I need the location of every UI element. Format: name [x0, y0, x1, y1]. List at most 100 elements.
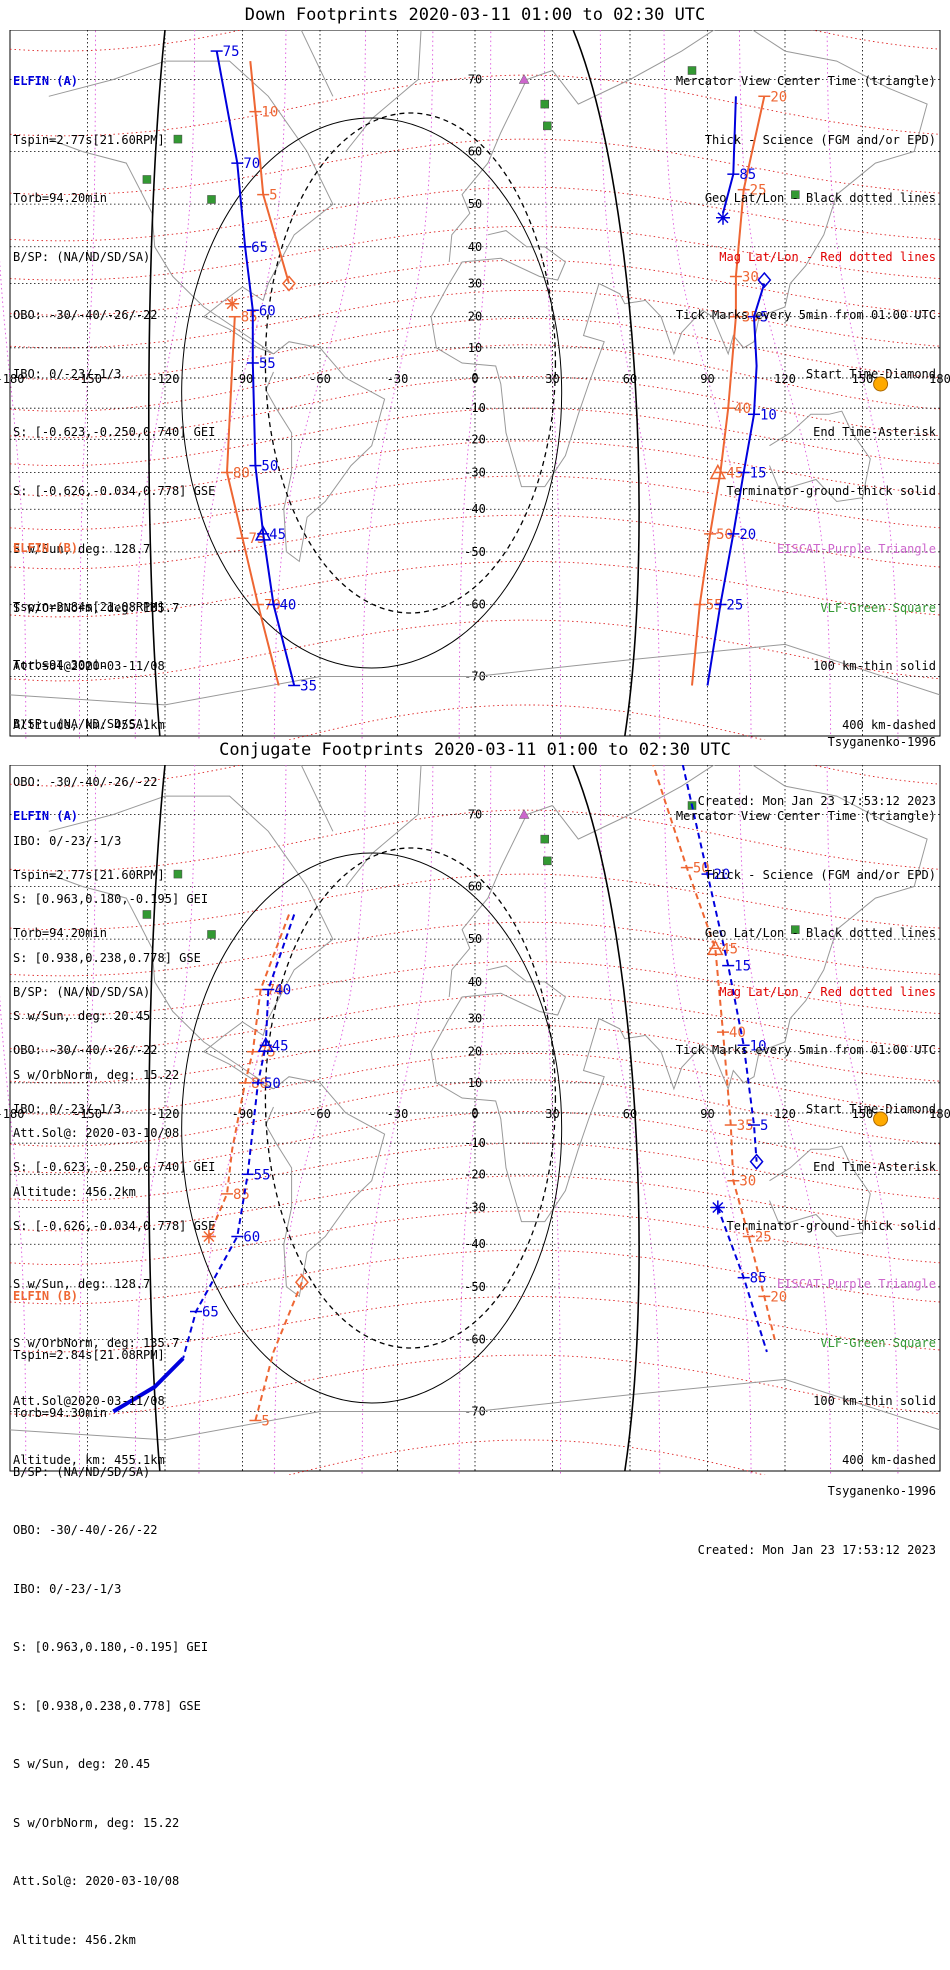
- lon-tick-label: -90: [232, 372, 254, 386]
- vlf-square: [791, 190, 800, 199]
- vlf-square: [173, 869, 183, 879]
- vlf-square: [543, 856, 552, 866]
- tick-label: 70: [267, 983, 284, 999]
- legend-item: 100 km-thin solid: [813, 659, 936, 673]
- continent-outline: [300, 30, 422, 152]
- elfin-a-info-conj: ELFIN (A) Tspin=2.77s[21.60RPM] Torb=94.…: [13, 768, 215, 1490]
- center-triangle: [254, 525, 272, 541]
- lon-tick-label: 120: [774, 1107, 796, 1121]
- lon-tick-label: 150: [852, 1107, 874, 1121]
- mag-lat-line: [9, 1024, 941, 1084]
- lat-tick-label: -60: [464, 598, 486, 612]
- created-label: Created: Mon Jan 23 17:53:12 2023: [697, 793, 936, 808]
- elfin-a-conj-track: [681, 765, 758, 1162]
- lon-tick-label: -180: [0, 1107, 24, 1121]
- tick-label: 20: [739, 527, 756, 543]
- tick-label: 10: [760, 407, 777, 423]
- mag-lon-line: [599, 765, 661, 1475]
- tick-label: 55: [254, 1167, 271, 1183]
- sun-icon: [873, 376, 889, 392]
- lat-tick-label: 70: [468, 808, 482, 822]
- lat-tick-label: -60: [464, 1333, 486, 1347]
- vlf-square: [207, 195, 216, 204]
- tick-label: 45: [269, 527, 286, 543]
- tick-label: 55: [706, 598, 723, 614]
- elfin-b-line: S w/Sun, deg: 20.45: [13, 1757, 151, 1771]
- lat-tick-label: 70: [468, 73, 482, 87]
- legend-item: Geo Lat/Lon - Black dotted lines: [704, 926, 936, 940]
- legend-item: End Time-Asterisk: [813, 425, 936, 439]
- legend-item: Start Time-Diamond: [805, 366, 936, 381]
- elfin-a-line: S: [-0.623,-0.250,0.740] GEI: [13, 1160, 216, 1174]
- elfin-a-line: S: [-0.623,-0.250,0.740] GEI: [13, 425, 216, 439]
- lon-tick-label: 30: [545, 372, 559, 386]
- legend-item: 400 km-dashed: [842, 1452, 936, 1467]
- lat-tick-label: 60: [468, 879, 482, 893]
- elfin-b-header: ELFIN (B): [13, 1289, 79, 1303]
- lon-tick-label: -180: [0, 372, 24, 386]
- elfin-a-line: Altitude, km: 455.1km: [13, 1452, 165, 1467]
- panel-title-down: Down Footprints 2020-03-11 01:00 to 02:3…: [244, 5, 706, 25]
- mag-lon-line: [134, 765, 196, 1475]
- tick-label: 40: [280, 598, 297, 614]
- mag-lat-line: [9, 186, 941, 242]
- tick-label: 60: [259, 303, 276, 319]
- elfin-a-science-track: [112, 1356, 185, 1414]
- tick-label: 20: [714, 867, 731, 883]
- lat-tick-label: 40: [468, 240, 482, 254]
- tick-label: 5: [269, 188, 277, 204]
- lon-tick-label: 90: [700, 1107, 714, 1121]
- eiscat-triangle: [518, 73, 530, 84]
- tick-label: 55: [259, 356, 276, 372]
- elfin-a-line: S w/Sun, deg: 128.7: [13, 542, 151, 556]
- mag-lat-line: [9, 407, 941, 467]
- terminator-west: [148, 30, 166, 737]
- tick-label: 50: [716, 527, 733, 543]
- center-triangle: [706, 939, 724, 956]
- lat-tick-label: 10: [468, 341, 482, 355]
- tick-label: 70: [264, 598, 281, 614]
- lat-tick-label: 50: [468, 197, 482, 211]
- continent-outline: [300, 765, 422, 887]
- legend-item: Mercator View Center Time (triangle): [675, 74, 936, 88]
- tick-label: 85: [241, 310, 258, 326]
- elfin-a-line: S w/OrbNorm, deg: 135.7: [13, 600, 180, 615]
- tick-label: 25: [750, 183, 767, 199]
- lat-tick-label: -20: [464, 1167, 486, 1181]
- start-diamond: [749, 1153, 764, 1170]
- map-down-footprints: -180 -150 -120 -90 -60 -30 0 30 60 90 120 150 180 70 6…: [0, 30, 950, 740]
- lat-tick-label: -20: [464, 432, 486, 446]
- model-label: Tsyganenko-1996: [827, 1484, 936, 1498]
- lon-tick-label: 180: [929, 372, 950, 386]
- lon-tick-label: 30: [545, 1107, 559, 1121]
- continent-outline: [430, 765, 928, 1223]
- elfin-a-header: ELFIN (A): [13, 809, 79, 823]
- lat-tick-label: 0: [471, 1106, 478, 1120]
- elfin-a-line: OBO: -30/-40/-26/-22: [13, 1043, 158, 1057]
- elfin-b-line: Altitude: 456.2km: [13, 1184, 136, 1199]
- legend-item: End Time-Asterisk: [813, 1160, 936, 1174]
- tick-label: 75: [223, 44, 240, 60]
- elfin-a-line: S: [-0.626,-0.034,0.778] GSE: [13, 1218, 216, 1233]
- lon-tick-label: -90: [232, 1107, 254, 1121]
- tick-label: 50: [264, 1076, 281, 1092]
- mag-lat-line: [9, 1210, 941, 1266]
- elfin-b-line: Torb=94.30min: [13, 1406, 107, 1420]
- continent-outline: [48, 795, 334, 1090]
- mag-lat-line: [9, 475, 941, 531]
- sun-icon: [873, 1111, 889, 1127]
- vlf-square: [540, 99, 549, 109]
- elfin-b-line: S: [0.963,0.180,-0.195] GEI: [13, 1640, 209, 1654]
- tick-label: 80: [251, 1076, 268, 1092]
- elfin-a-line: B/SP: (NA/ND/SD/SA): [13, 249, 151, 264]
- lat-tick-label: 20: [468, 1045, 482, 1059]
- created-label: Created: Mon Jan 23 17:53:12 2023: [697, 1542, 936, 1557]
- lat-tick-label: 30: [468, 277, 482, 291]
- end-asterisk: [225, 296, 240, 311]
- elfin-b-line: S: [0.938,0.238,0.778] GSE: [13, 950, 201, 965]
- legend-item: Thick - Science (FGM and/or EPD): [704, 132, 936, 147]
- mag-lat-line: [9, 514, 941, 570]
- tick-label: 30: [739, 1174, 756, 1190]
- lon-tick-label: -30: [387, 372, 409, 386]
- legend-item: VLF-Green Square: [820, 600, 936, 615]
